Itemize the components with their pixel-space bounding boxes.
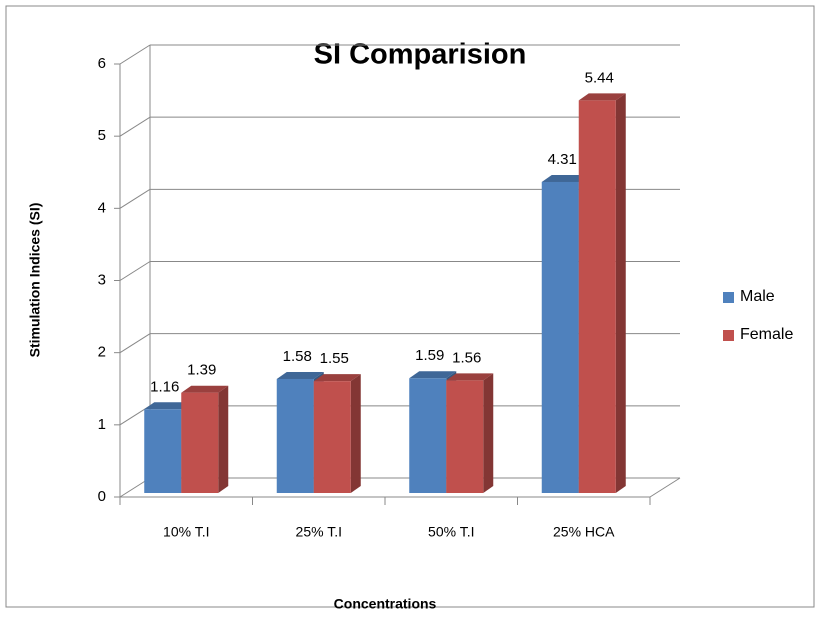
- chart-title: SI Comparision: [314, 39, 527, 71]
- bar-side: [218, 385, 229, 493]
- x-tick-label: 25% HCA: [553, 524, 615, 540]
- bar-side: [350, 374, 361, 493]
- x-tick-label: 25% T.I: [296, 524, 342, 540]
- data-label: 1.39: [187, 362, 216, 379]
- bar-top: [541, 174, 589, 182]
- data-label: 4.31: [548, 151, 577, 168]
- x-tick-label: 50% T.I: [428, 524, 474, 540]
- data-label: 1.58: [283, 348, 312, 365]
- bar-top: [446, 373, 494, 381]
- y-tick-label: 0: [98, 488, 106, 505]
- y-tick-label: 4: [98, 199, 106, 216]
- chart-border: [5, 5, 815, 608]
- bar-top: [578, 93, 626, 101]
- legend-swatch: [723, 330, 734, 341]
- y-axis-label: Stimulation Indices (SI): [27, 203, 43, 358]
- y-tick-label: 3: [98, 271, 106, 288]
- bar: [144, 409, 182, 493]
- legend-label: Female: [740, 326, 793, 343]
- y-tick-label: 2: [98, 344, 106, 361]
- bar: [446, 380, 484, 493]
- grid-line: [119, 261, 151, 281]
- bar: [181, 392, 219, 493]
- bar: [276, 378, 314, 493]
- data-label: 1.59: [415, 347, 444, 364]
- y-tick-label: 6: [98, 55, 106, 72]
- legend-label: Male: [740, 288, 775, 305]
- bar-top: [313, 374, 361, 382]
- axis-line: [649, 477, 681, 498]
- legend-swatch: [723, 292, 734, 303]
- bar-top: [144, 402, 192, 410]
- data-label: 5.44: [585, 69, 614, 86]
- data-label: 1.56: [452, 349, 481, 366]
- bar: [578, 100, 616, 493]
- bar-top: [409, 371, 457, 379]
- bar-side: [483, 373, 494, 493]
- bar-side: [615, 93, 626, 493]
- x-axis-label: Concentrations: [334, 596, 437, 612]
- bar: [313, 381, 351, 493]
- grid-line: [119, 44, 151, 65]
- grid-line: [119, 333, 151, 354]
- bar: [409, 378, 447, 493]
- bar: [541, 181, 579, 493]
- bar-top: [181, 385, 229, 393]
- bar-top: [276, 371, 324, 379]
- grid-line: [119, 188, 151, 209]
- y-tick-label: 1: [98, 416, 106, 433]
- grid-line: [119, 116, 151, 137]
- x-tick-label: 10% T.I: [163, 524, 209, 540]
- data-label: 1.55: [320, 350, 349, 367]
- data-label: 1.16: [150, 378, 179, 395]
- y-tick-label: 5: [98, 127, 106, 144]
